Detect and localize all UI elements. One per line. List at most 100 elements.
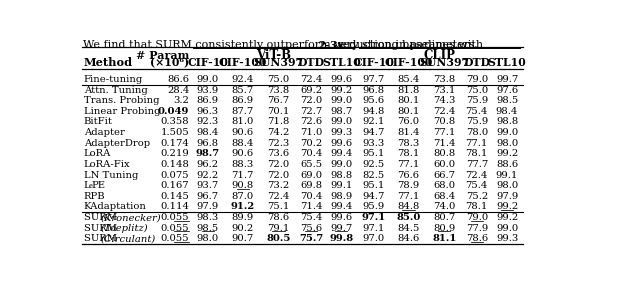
Text: CIF-10: CIF-10	[188, 57, 228, 68]
Text: BitFit: BitFit	[84, 117, 113, 126]
Text: (Toeplitz): (Toeplitz)	[100, 224, 148, 233]
Text: 78.9: 78.9	[397, 181, 420, 190]
Text: CIF-10: CIF-10	[353, 57, 394, 68]
Text: 79.0: 79.0	[466, 75, 488, 84]
Text: 98.4: 98.4	[496, 107, 518, 116]
Text: 86.6: 86.6	[167, 75, 189, 84]
Text: 99.6: 99.6	[330, 139, 352, 148]
Text: 99.0: 99.0	[496, 224, 518, 233]
Text: CIF-100: CIF-100	[385, 57, 433, 68]
Text: 77.7: 77.7	[466, 160, 488, 169]
Text: 72.4: 72.4	[268, 192, 289, 201]
Text: 80.7: 80.7	[433, 213, 456, 222]
Text: 70.4: 70.4	[300, 149, 322, 158]
Text: 73.8: 73.8	[268, 85, 289, 95]
Text: 90.2: 90.2	[232, 224, 254, 233]
Text: 81.8: 81.8	[397, 85, 420, 95]
Text: 3.2: 3.2	[173, 96, 189, 105]
Text: DTD: DTD	[298, 57, 324, 68]
Text: reduction in parameters.: reduction in parameters.	[334, 40, 479, 50]
Text: 98.3: 98.3	[196, 213, 219, 222]
Text: 78.1: 78.1	[397, 149, 420, 158]
Text: STL10: STL10	[488, 57, 527, 68]
Text: 1.505: 1.505	[161, 128, 189, 137]
Text: KAdaptation: KAdaptation	[84, 202, 147, 212]
Text: We find that SURM consistently outperform very strong baselines with: We find that SURM consistently outperfor…	[83, 40, 487, 50]
Text: 99.1: 99.1	[496, 171, 518, 180]
Text: SUN397: SUN397	[253, 57, 303, 68]
Text: 98.7: 98.7	[196, 149, 220, 158]
Text: 72.4: 72.4	[466, 171, 488, 180]
Text: 97.1: 97.1	[362, 224, 385, 233]
Text: 77.1: 77.1	[397, 192, 420, 201]
Text: 81.4: 81.4	[397, 128, 420, 137]
Text: 96.7: 96.7	[197, 192, 219, 201]
Text: SURM: SURM	[84, 224, 120, 233]
Text: 98.8: 98.8	[496, 117, 518, 126]
Text: 91.2: 91.2	[230, 202, 255, 212]
Text: 92.2: 92.2	[196, 171, 219, 180]
Text: 69.0: 69.0	[300, 171, 322, 180]
Text: 70.1: 70.1	[268, 107, 289, 116]
Text: 68.4: 68.4	[433, 192, 456, 201]
Text: 77.1: 77.1	[397, 160, 420, 169]
Text: 78.1: 78.1	[466, 149, 488, 158]
Text: 71.0: 71.0	[300, 128, 322, 137]
Text: 97.9: 97.9	[496, 192, 518, 201]
Text: 90.6: 90.6	[232, 149, 254, 158]
Text: 84.6: 84.6	[397, 234, 420, 243]
Text: 76.7: 76.7	[268, 96, 289, 105]
Text: 77.9: 77.9	[466, 224, 488, 233]
Text: CIF-100: CIF-100	[219, 57, 267, 68]
Text: 72.6: 72.6	[300, 117, 322, 126]
Text: 99.0: 99.0	[330, 96, 352, 105]
Text: 79.0: 79.0	[466, 213, 488, 222]
Text: 99.0: 99.0	[330, 160, 352, 169]
Text: 0.174: 0.174	[161, 139, 189, 148]
Text: 72.0: 72.0	[268, 171, 289, 180]
Text: 84.8: 84.8	[397, 202, 420, 212]
Text: Linear Probing: Linear Probing	[84, 107, 161, 116]
Text: LoRA-Fix: LoRA-Fix	[84, 160, 131, 169]
Text: 99.1: 99.1	[330, 181, 353, 190]
Text: 97.7: 97.7	[363, 75, 385, 84]
Text: 96.3: 96.3	[197, 107, 219, 116]
Text: 98.9: 98.9	[330, 192, 352, 201]
Text: 90.7: 90.7	[232, 234, 254, 243]
Text: 76.0: 76.0	[397, 117, 420, 126]
Text: 75.0: 75.0	[268, 75, 289, 84]
Text: 78.0: 78.0	[466, 128, 488, 137]
Text: 73.6: 73.6	[268, 149, 289, 158]
Text: 95.1: 95.1	[362, 181, 385, 190]
Text: 86.9: 86.9	[197, 96, 219, 105]
Text: 75.1: 75.1	[268, 202, 289, 212]
Text: 85.7: 85.7	[232, 85, 254, 95]
Text: 74.2: 74.2	[268, 128, 289, 137]
Text: Method: Method	[84, 57, 133, 68]
Text: 79.1: 79.1	[268, 224, 289, 233]
Text: 99.7: 99.7	[496, 75, 518, 84]
Text: 98.0: 98.0	[496, 139, 518, 148]
Text: 84.5: 84.5	[397, 224, 420, 233]
Text: 98.8: 98.8	[330, 171, 352, 180]
Text: 80.5: 80.5	[266, 234, 291, 243]
Text: 78.1: 78.1	[466, 202, 488, 212]
Text: 71.8: 71.8	[268, 117, 289, 126]
Text: Trans. Probing: Trans. Probing	[84, 96, 159, 105]
Text: 69.2: 69.2	[300, 85, 322, 95]
Text: 72.0: 72.0	[268, 160, 289, 169]
Text: 72.4: 72.4	[300, 75, 322, 84]
Text: 96.8: 96.8	[363, 85, 385, 95]
Text: 72.3: 72.3	[268, 139, 289, 148]
Text: 28.4: 28.4	[167, 85, 189, 95]
Text: Adapter: Adapter	[84, 128, 125, 137]
Text: 93.3: 93.3	[363, 139, 385, 148]
Text: (Kronecker): (Kronecker)	[100, 213, 161, 222]
Text: LN Tuning: LN Tuning	[84, 171, 138, 180]
Text: 99.2: 99.2	[496, 213, 518, 222]
Text: 92.4: 92.4	[232, 75, 254, 84]
Text: 80.1: 80.1	[397, 107, 420, 116]
Text: 99.3: 99.3	[496, 234, 518, 243]
Text: 65.5: 65.5	[300, 160, 322, 169]
Text: # Param: # Param	[136, 50, 189, 60]
